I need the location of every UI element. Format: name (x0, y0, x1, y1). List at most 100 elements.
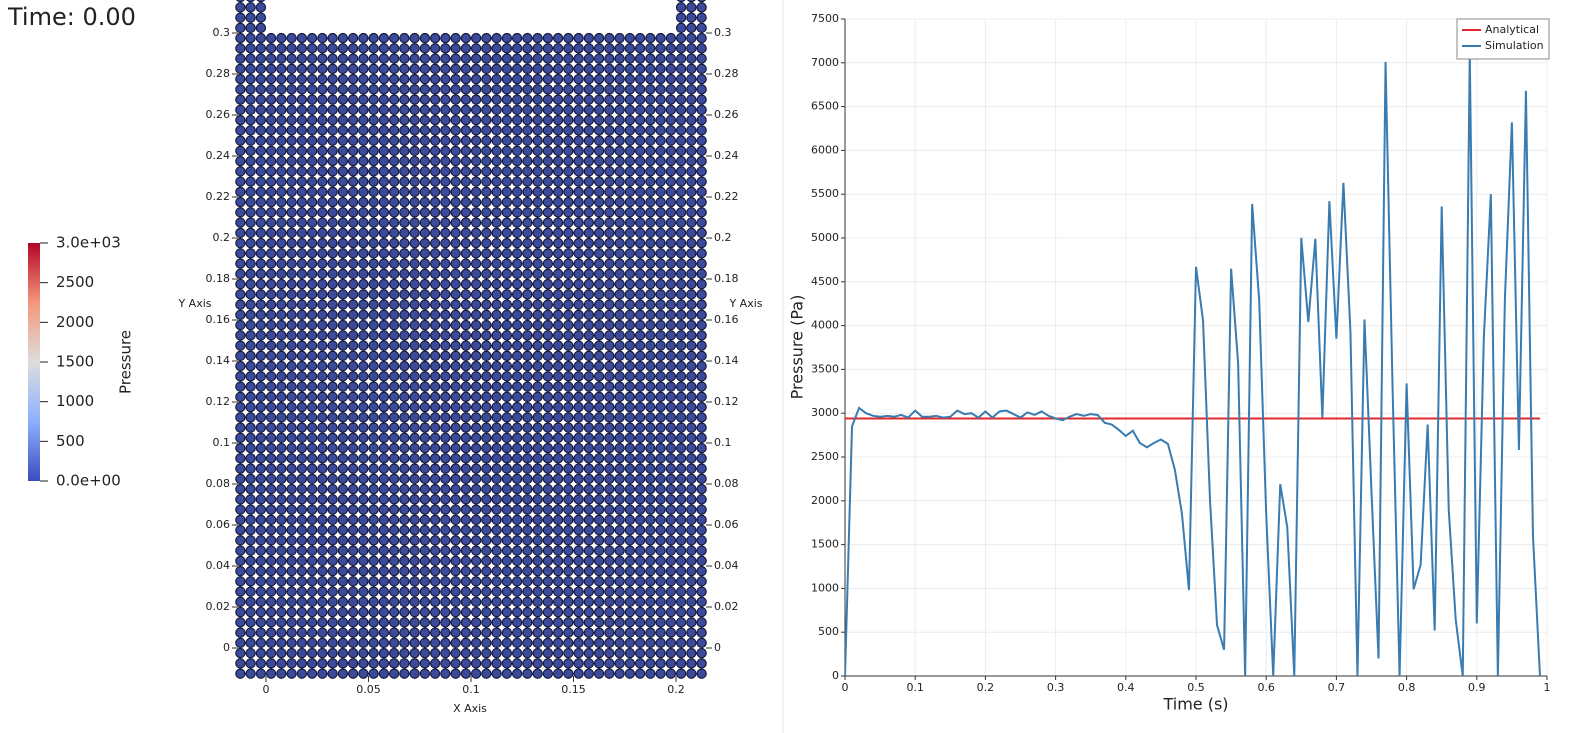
particle (409, 155, 420, 167)
particle (645, 596, 656, 608)
particle (286, 32, 297, 44)
particle (686, 145, 697, 157)
particle (696, 289, 707, 300)
particle (347, 606, 359, 618)
particle (645, 196, 656, 208)
particle (675, 207, 687, 218)
particle (675, 330, 687, 341)
particle (593, 268, 605, 280)
particle (686, 565, 697, 577)
particle (655, 207, 666, 218)
particle (450, 545, 461, 556)
particle (296, 658, 308, 669)
particle (645, 463, 656, 474)
particle (265, 627, 277, 638)
particle (306, 227, 318, 239)
particle (624, 319, 636, 331)
particle (429, 237, 441, 249)
particle (522, 237, 533, 249)
particle (645, 360, 656, 372)
particle (460, 412, 472, 423)
particle (378, 166, 390, 177)
particle (245, 248, 256, 259)
particle (286, 658, 297, 669)
y-tick-label: 0 (223, 641, 230, 654)
particle (532, 596, 543, 608)
particle (255, 217, 267, 228)
particle (358, 340, 369, 351)
particle (409, 73, 420, 85)
particle (593, 473, 605, 485)
particle (522, 330, 533, 341)
particle (686, 12, 697, 23)
particle (696, 43, 707, 54)
particle (470, 504, 482, 515)
particle (399, 145, 410, 157)
particle (409, 268, 420, 280)
particle (255, 555, 267, 567)
particle (532, 627, 543, 638)
particle (358, 658, 369, 669)
particle (491, 360, 502, 372)
particle (317, 145, 328, 157)
particle (583, 258, 595, 269)
particle (532, 668, 543, 679)
particle (552, 289, 564, 300)
particle (563, 135, 574, 146)
particle (552, 442, 564, 454)
particle (317, 463, 328, 474)
particle (511, 289, 523, 300)
particle (306, 268, 318, 280)
particle (296, 73, 308, 85)
particle (532, 555, 543, 567)
particle (583, 207, 595, 218)
particle (429, 617, 441, 628)
particle (368, 53, 379, 64)
particle (286, 63, 297, 75)
particle (614, 596, 625, 608)
particle (450, 647, 461, 659)
particle (532, 73, 543, 85)
particle (296, 565, 308, 577)
particle (696, 381, 707, 392)
particle (645, 278, 656, 290)
particle (429, 647, 441, 659)
particle (604, 432, 615, 444)
particle (624, 237, 636, 249)
particle (255, 668, 267, 679)
particle (563, 299, 574, 310)
y-tick-label: 0.14 (206, 354, 231, 367)
x-tick-label: 0.5 (1187, 681, 1205, 694)
particle (604, 586, 615, 597)
particle (378, 637, 390, 649)
particle (604, 32, 615, 44)
particle (675, 483, 687, 495)
particle (337, 227, 349, 239)
particle (593, 330, 605, 341)
particle (470, 545, 482, 556)
particle (378, 73, 390, 85)
particle (470, 299, 482, 310)
particle (563, 617, 574, 628)
particle (583, 319, 595, 331)
particle (675, 647, 687, 659)
legend-label: Simulation (1485, 39, 1544, 52)
particle (460, 32, 472, 44)
particle (532, 114, 543, 126)
particle (358, 217, 369, 228)
particle (388, 535, 400, 546)
particle (429, 73, 441, 85)
particle (419, 104, 431, 116)
particle (665, 668, 677, 679)
particle (388, 432, 400, 444)
particle (542, 606, 554, 618)
particle (337, 84, 349, 95)
y-tick-label: 0.16 (206, 313, 231, 326)
particle (347, 504, 359, 515)
particle (327, 268, 338, 280)
particle (686, 360, 697, 372)
particle (624, 494, 636, 505)
particle (440, 114, 451, 126)
colorbar-tick-label: 2000 (56, 313, 94, 331)
particle (399, 289, 410, 300)
